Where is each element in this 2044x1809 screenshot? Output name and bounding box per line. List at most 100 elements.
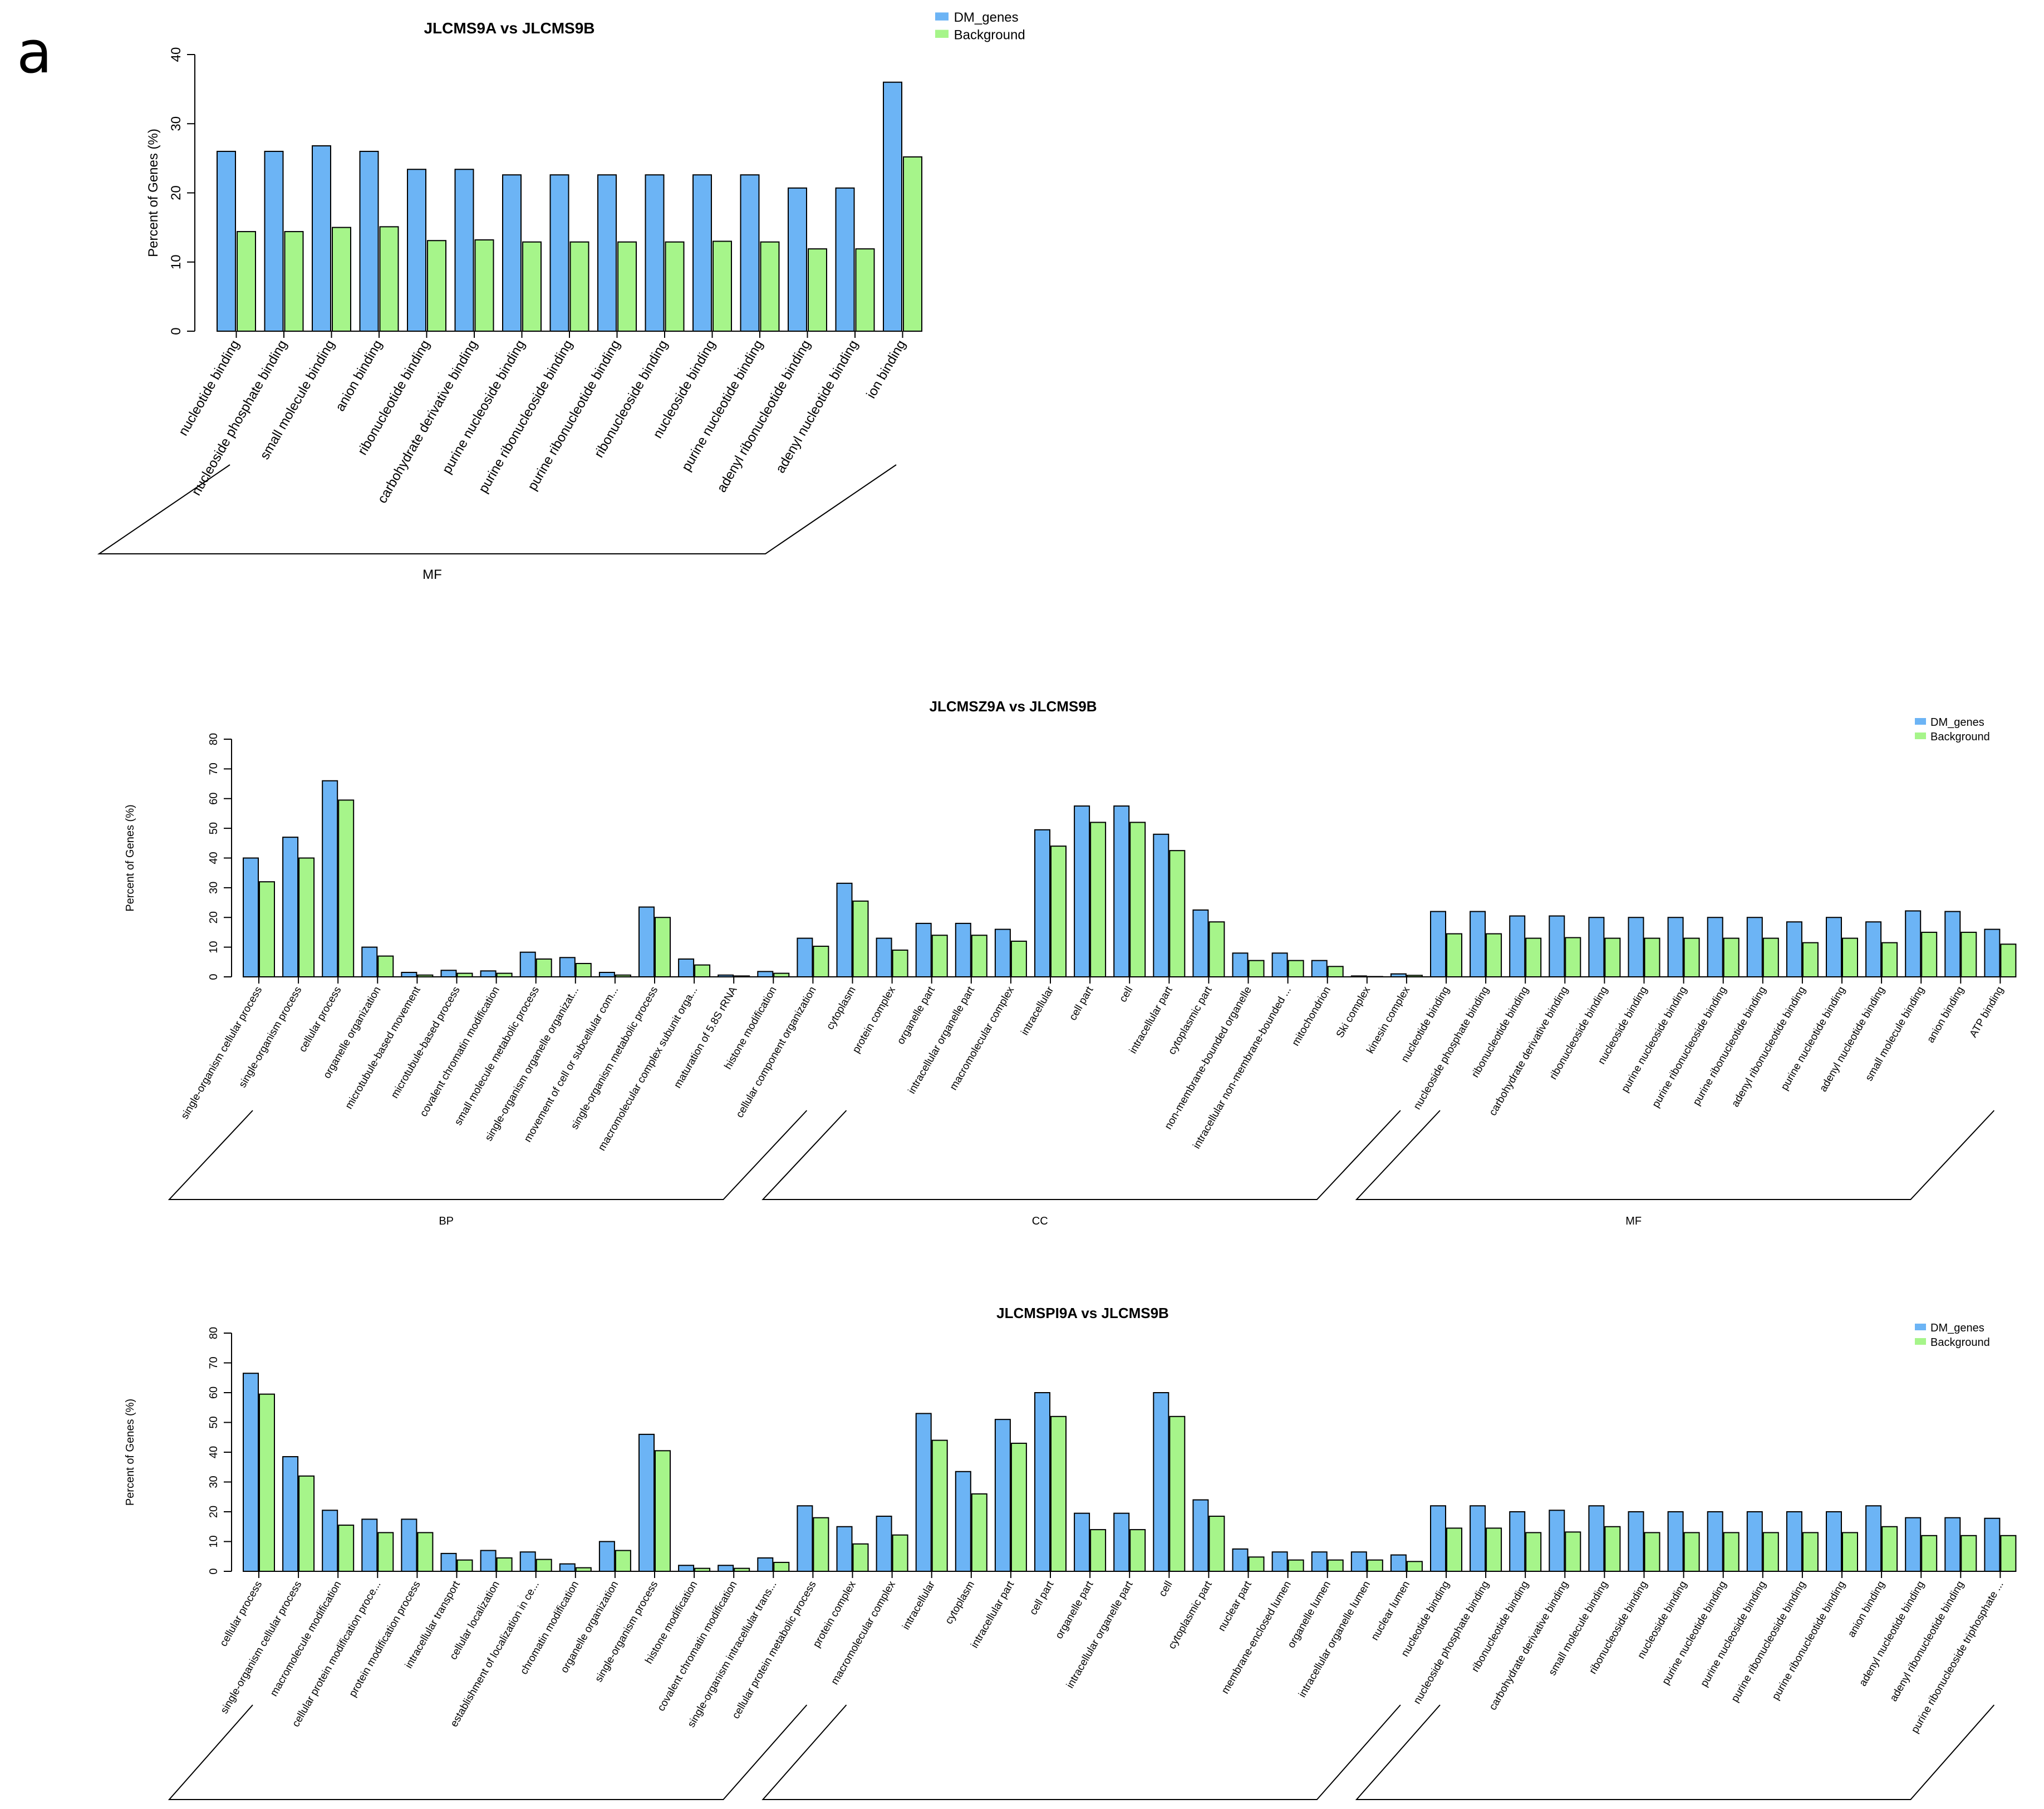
group-label-bp: BP bbox=[439, 1215, 454, 1227]
x-tick-label: non-membrane-bounded organelle bbox=[1162, 985, 1254, 1132]
legend-label-dm-genes: DM_genes bbox=[1930, 1322, 1984, 1334]
bar-dm-genes-purine-ribonucleotide-binding bbox=[597, 174, 617, 332]
x-tick-label: adenyl ribonucleotide binding bbox=[714, 338, 814, 495]
x-tick-label: purine ribonucleoside binding bbox=[476, 338, 576, 496]
y-axis: 0 10 20 30 40 bbox=[169, 47, 195, 335]
bar-dm-genes-small-molecule-metabolic-process bbox=[519, 951, 536, 977]
bar-dm-genes-small-molecule-binding bbox=[1588, 1505, 1605, 1572]
y-tick-label: 30 bbox=[208, 1476, 220, 1488]
x-tick-label: purine ribonucleotide binding bbox=[525, 338, 623, 493]
bar-background-anion-binding bbox=[379, 226, 399, 332]
x-tick-label: cellular component organization bbox=[734, 985, 818, 1120]
bar-dm-genes-anion-binding bbox=[359, 150, 379, 332]
bar-background-adenyl-ribonucleotide-binding bbox=[1961, 1535, 1977, 1572]
bar-background-single-organism-cellular-process bbox=[298, 1475, 315, 1572]
chart-title: JLCMSPI9A vs JLCMS9B bbox=[996, 1305, 1169, 1321]
bar-background-intracellular-organelle-lumen bbox=[1367, 1559, 1383, 1572]
y-tick-label: 40 bbox=[169, 47, 184, 62]
group-label-mf: MF bbox=[422, 567, 442, 582]
legend-swatch-dm-genes bbox=[935, 12, 949, 21]
x-tick-label: nuclear lumen bbox=[1369, 1579, 1412, 1643]
x-tick-label: kinesin complex bbox=[1364, 985, 1412, 1056]
group-bracket-cc bbox=[761, 1110, 1401, 1200]
legend-label-dm-genes: DM_genes bbox=[1930, 716, 1984, 729]
bar-background-purine-ribonucleoside-triphosphate bbox=[2000, 1535, 2017, 1572]
bar-background-carbohydrate-derivative-binding bbox=[474, 239, 494, 332]
group-label-mf: MF bbox=[1625, 1215, 1642, 1227]
bar-dm-genes-purine-ribonucleoside-binding bbox=[1786, 1511, 1802, 1572]
bar-dm-genes-macromolecule-modification bbox=[322, 1510, 338, 1572]
x-tick-label: microtubule-based process bbox=[389, 985, 463, 1100]
bar-background-nucleoside-phosphate-binding bbox=[1486, 1527, 1502, 1572]
bar-dm-genes-intracellular-organelle-part bbox=[1113, 1512, 1130, 1572]
bar-dm-genes-atp-binding bbox=[1984, 928, 2001, 977]
bar-background-purine-ribonucleoside-binding bbox=[1723, 937, 1740, 978]
bar-dm-genes-nucleoside-phosphate-binding bbox=[1470, 1505, 1486, 1572]
bar-background-intracellular-organelle-part bbox=[1129, 1529, 1146, 1572]
bar-dm-genes-microtubule-based-process bbox=[440, 970, 457, 977]
bar-background-cell bbox=[1169, 1415, 1186, 1572]
bar-background-macromolecular-complex bbox=[1010, 940, 1027, 977]
bar-background-purine-ribonucleoside-binding bbox=[569, 241, 589, 332]
bar-background-intracellular-non-membrane-bounded bbox=[1288, 960, 1304, 978]
bar-background-cellular-protein-modification-proce bbox=[377, 1532, 394, 1572]
bar-background-purine-nucleotide-binding bbox=[1723, 1532, 1740, 1572]
bar-dm-genes-macromolecular-complex bbox=[876, 1516, 892, 1572]
x-tick-label: purine nucleoside binding bbox=[439, 338, 528, 476]
y-axis-label: Percent of Genes (%) bbox=[146, 129, 161, 257]
bar-dm-genes-organelle-part bbox=[915, 922, 932, 978]
bar-background-cytoplasm bbox=[852, 900, 869, 978]
bar-dm-genes-establishment-of-localization-in-ce bbox=[519, 1551, 536, 1572]
bar-background-anion-binding bbox=[1881, 1526, 1898, 1572]
bar-background-protein-modification-process bbox=[417, 1532, 434, 1572]
bar-background-non-membrane-bounded-organelle bbox=[1248, 960, 1265, 978]
bar-dm-genes-adenyl-ribonucleotide-binding bbox=[1944, 1517, 1961, 1572]
y-tick-label: 40 bbox=[208, 852, 220, 864]
x-tick-label: macromolecule modification bbox=[268, 1579, 344, 1698]
bar-background-cytoplasmic-part bbox=[1208, 1516, 1225, 1572]
x-tick-label: Ski complex bbox=[1334, 985, 1373, 1040]
bar-background-adenyl-ribonucleotide-binding bbox=[808, 248, 827, 332]
y-tick-label: 0 bbox=[208, 1568, 220, 1574]
bar-background-purine-nucleotide-binding bbox=[760, 241, 780, 332]
x-tick-label: mitochondrion bbox=[1290, 985, 1333, 1048]
bar-background-cell bbox=[1129, 822, 1146, 977]
y-tick-label: 10 bbox=[169, 254, 184, 269]
x-tick-label: anion binding bbox=[1925, 985, 1967, 1045]
bar-dm-genes-intracellular-organelle-lumen bbox=[1350, 1551, 1367, 1572]
bar-dm-genes-nucleoside-phosphate-binding bbox=[264, 150, 284, 332]
bar-dm-genes-cell bbox=[1153, 1392, 1170, 1572]
bars bbox=[243, 1373, 2017, 1572]
bar-background-protein-complex bbox=[852, 1543, 869, 1572]
bar-background-intracellular-part bbox=[1010, 1442, 1027, 1572]
group-bracket-mf bbox=[1355, 1704, 1995, 1800]
x-tick-label: purine ribonucleotide binding bbox=[1691, 985, 1768, 1108]
bar-background-organelle-organization bbox=[615, 1550, 631, 1572]
bar-dm-genes-protein-modification-process bbox=[401, 1518, 417, 1572]
bar-dm-genes-nucleoside-phosphate-binding bbox=[1470, 911, 1486, 977]
bar-background-nucleotide-binding bbox=[1446, 933, 1462, 977]
bar-background-carbohydrate-derivative-binding bbox=[1565, 937, 1581, 978]
bar-dm-genes-ribonucleoside-binding bbox=[645, 174, 665, 332]
bar-dm-genes-purine-nucleoside-binding bbox=[1746, 1511, 1763, 1572]
bar-dm-genes-small-molecule-binding bbox=[1905, 910, 1922, 977]
bar-dm-genes-purine-nucleoside-binding bbox=[1667, 917, 1684, 977]
bar-dm-genes-cytoplasm bbox=[836, 882, 853, 978]
bar-dm-genes-protein-complex bbox=[876, 937, 892, 978]
bar-dm-genes-organelle-organization bbox=[361, 946, 378, 977]
group-bracket-mf bbox=[97, 464, 897, 554]
bar-dm-genes-adenyl-ribonucleotide-binding bbox=[1786, 921, 1802, 977]
bar-background-cellular-localization bbox=[496, 1557, 513, 1572]
bar-dm-genes-cellular-process bbox=[322, 780, 338, 977]
x-tick-label: intracellular bbox=[1019, 984, 1057, 1037]
x-tick-label: organelle lumen bbox=[1285, 1579, 1333, 1650]
bar-dm-genes-nucleoside-binding bbox=[1667, 1511, 1684, 1572]
x-tick-label: carbohydrate derivative binding bbox=[1487, 1579, 1570, 1712]
legend-swatch-dm-genes bbox=[1915, 718, 1926, 725]
y-tick-label: 10 bbox=[208, 1535, 220, 1547]
bar-background-intracellular bbox=[1050, 845, 1067, 978]
bar-dm-genes-cellular-protein-modification-proce bbox=[361, 1518, 378, 1572]
bar-background-establishment-of-localization-in-ce bbox=[535, 1559, 552, 1572]
bar-dm-genes-single-organism-cellular-process bbox=[282, 1456, 299, 1572]
bar-background-intracellular-part bbox=[1169, 850, 1186, 977]
